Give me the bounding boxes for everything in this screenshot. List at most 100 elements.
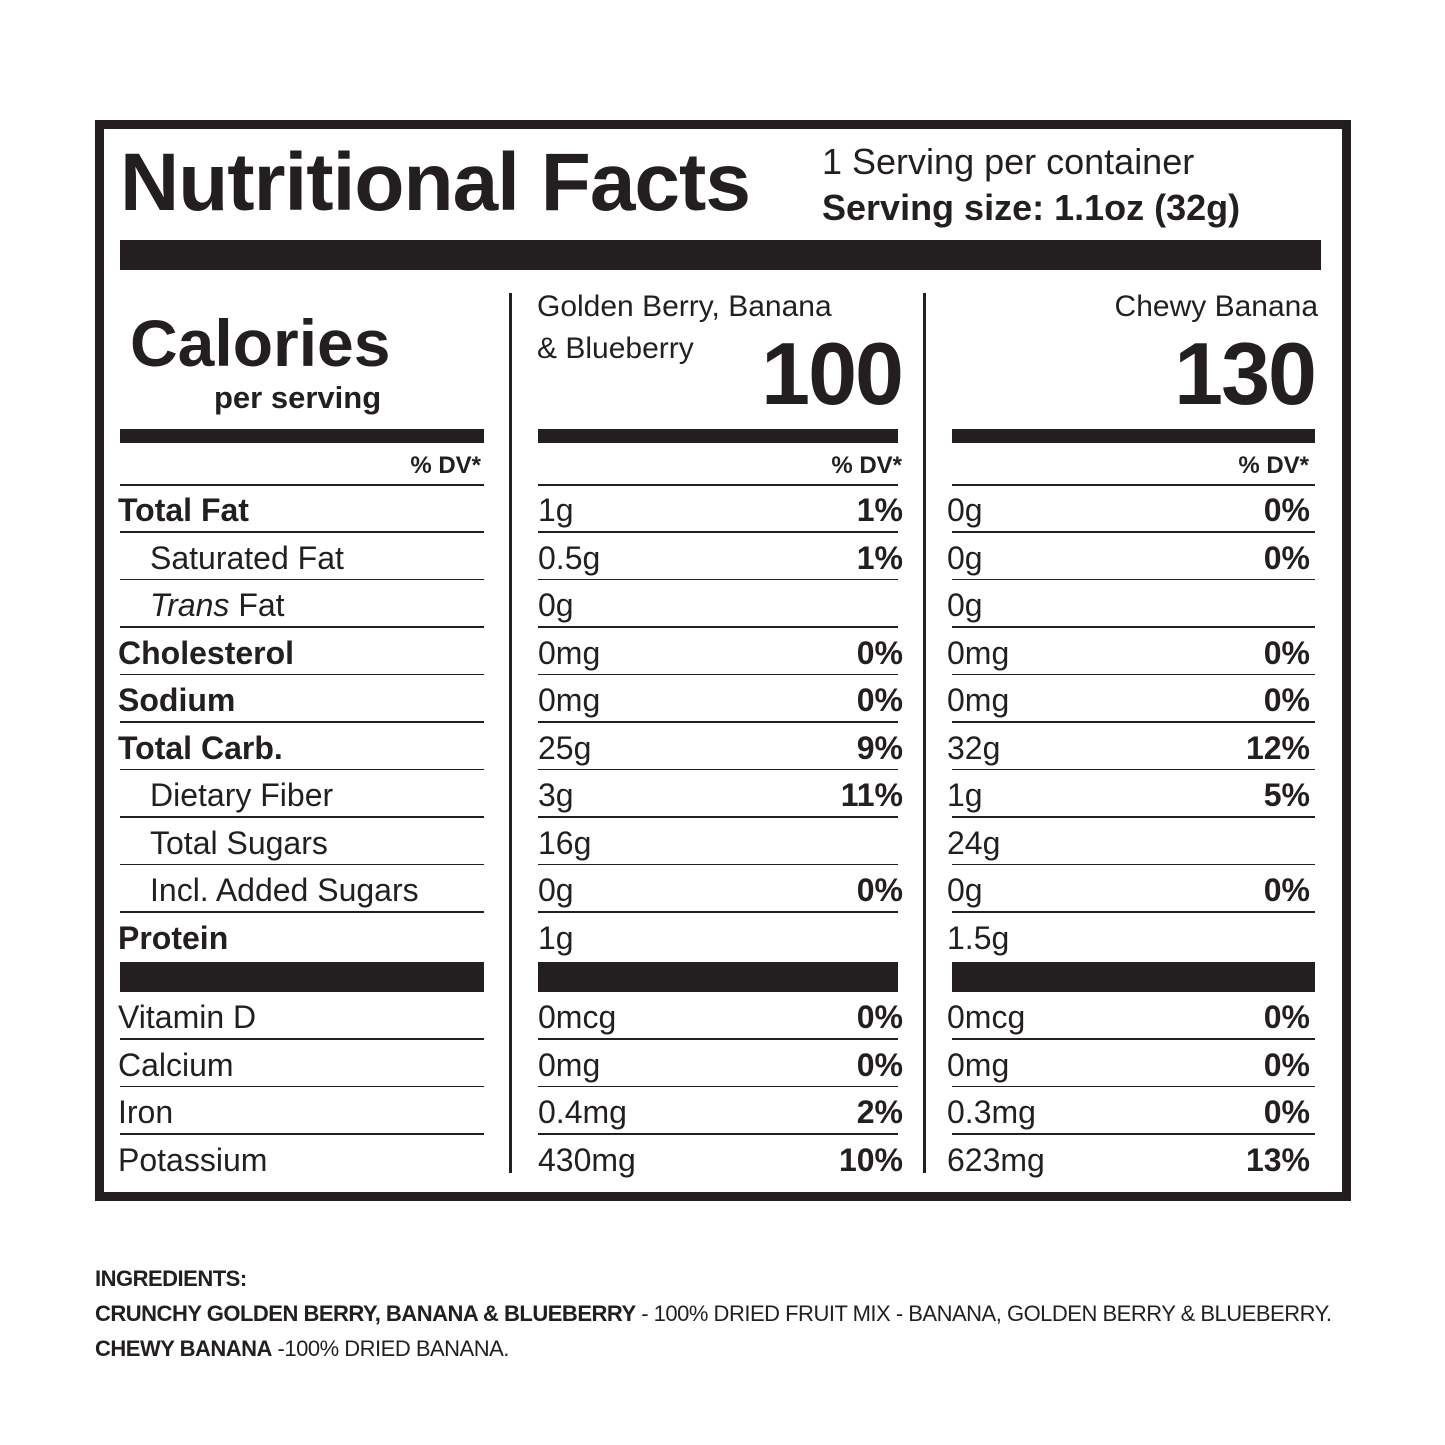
product-2-amount: 1.5g — [947, 919, 1010, 956]
nutrient-label: Iron — [118, 1094, 174, 1130]
row-divider — [120, 911, 484, 913]
row-divider — [120, 673, 484, 675]
product-2-amount: 0g — [947, 872, 983, 908]
row-divider — [538, 626, 898, 628]
row-divider — [538, 1085, 898, 1087]
row-divider — [952, 626, 1315, 628]
ingredients-line-1-product: CRUNCHY GOLDEN BERRY, BANANA & BLUEBERRY — [95, 1301, 636, 1326]
row-divider — [538, 1038, 898, 1040]
column-divider-2 — [923, 293, 926, 1173]
protein-rule-col0 — [120, 962, 484, 992]
product-2-name: Chewy Banana — [1114, 290, 1318, 323]
row-divider — [952, 1038, 1315, 1040]
product-1-dv: 0% — [856, 634, 903, 671]
row-divider — [120, 1085, 484, 1087]
row-divider — [538, 911, 898, 913]
row-divider — [952, 721, 1315, 723]
product-2-amount: 0mg — [947, 634, 1010, 671]
row-divider — [120, 816, 484, 818]
product-1-amount: 0.4mg — [538, 1094, 627, 1130]
product-1-amount: 3g — [538, 777, 574, 813]
product-2-amount: 24g — [947, 824, 1001, 861]
row-divider — [538, 673, 898, 675]
nutrient-label: Sodium — [118, 682, 236, 718]
dv-header-col0: % DV* — [410, 452, 481, 479]
product-2-amount: 0mg — [947, 682, 1010, 718]
ingredients-line-2-product: CHEWY BANANA — [95, 1336, 272, 1361]
product-2-amount: 0g — [947, 587, 983, 623]
calories-rule-col0 — [120, 429, 484, 443]
product-1-amount: 25g — [538, 729, 592, 766]
product-1-amount: 0mcg — [538, 999, 617, 1035]
ingredients-line-1-text: - 100% DRIED FRUIT MIX - BANANA, GOLDEN … — [635, 1301, 1332, 1326]
product-1-amount: 0mg — [538, 1046, 601, 1083]
product-2-dv: 5% — [1263, 777, 1310, 813]
product-1-amount: 0.5g — [538, 539, 601, 576]
dv-header-col1: % DV* — [831, 452, 902, 479]
product-1-amount: 0mg — [538, 682, 601, 718]
product-2-amount: 0g — [947, 539, 983, 576]
row-divider — [538, 531, 898, 533]
ingredients-line-2-text: -100% DRIED BANANA. — [271, 1336, 510, 1361]
row-divider — [120, 863, 484, 865]
row-divider — [952, 816, 1315, 818]
row-divider — [952, 768, 1315, 770]
nutrient-label: Incl. Added Sugars — [150, 872, 419, 908]
row-divider — [538, 816, 898, 818]
nutrient-label: Calcium — [118, 1046, 234, 1083]
product-2-dv: 0% — [1263, 634, 1310, 671]
nutrition-panel — [95, 120, 1351, 1201]
product-1-dv: 1% — [856, 492, 903, 528]
row-divider — [120, 721, 484, 723]
row-divider — [120, 1038, 484, 1040]
product-1-dv: 11% — [840, 777, 903, 813]
row-divider — [120, 578, 484, 580]
product-1-calories: 100 — [761, 324, 904, 423]
row-divider — [538, 578, 898, 580]
nutrient-label: Total Fat — [118, 492, 249, 528]
product-2-dv: 0% — [1263, 1046, 1310, 1083]
product-2-amount: 623mg — [947, 1141, 1045, 1178]
row-divider — [538, 721, 898, 723]
nutrient-label: Trans Fat — [118, 589, 285, 621]
product-2-amount: 0.3mg — [947, 1094, 1036, 1130]
product-2-amount: 0mcg — [947, 999, 1026, 1035]
product-2-dv: 0% — [1263, 682, 1310, 718]
product-1-amount: 0mg — [538, 634, 601, 671]
product-1-dv: 0% — [856, 999, 903, 1035]
product-2-dv: 0% — [1263, 872, 1310, 908]
calories-rule-col2 — [952, 429, 1315, 443]
product-1-dv: 10% — [838, 1141, 903, 1178]
product-1-amount: 430mg — [538, 1141, 636, 1178]
ingredients-heading: INGREDIENTS: — [95, 1266, 247, 1291]
product-2-dv: 0% — [1263, 1094, 1310, 1130]
row-divider — [120, 626, 484, 628]
nutrient-label: Total Carb. — [118, 729, 283, 766]
row-divider — [952, 911, 1315, 913]
nutrient-label-italic: Trans — [150, 587, 230, 623]
product-1-dv: 0% — [856, 1046, 903, 1083]
product-1-dv: 9% — [856, 729, 903, 766]
row-divider — [538, 484, 898, 486]
nutrient-label: Vitamin D — [118, 999, 257, 1035]
row-divider — [120, 531, 484, 533]
nutrient-label: Dietary Fiber — [150, 777, 334, 813]
product-1-amount: 1g — [538, 919, 574, 956]
row-divider — [538, 768, 898, 770]
product-1-name-line1: Golden Berry, Banana — [537, 290, 832, 323]
row-divider — [952, 531, 1315, 533]
nutrient-label: Potassium — [118, 1141, 268, 1178]
row-divider — [538, 863, 898, 865]
product-1-amount: 16g — [538, 824, 592, 861]
row-divider — [952, 673, 1315, 675]
row-divider — [952, 578, 1315, 580]
servings-per-container: 1 Serving per container — [822, 141, 1195, 182]
product-1-dv: 0% — [856, 872, 903, 908]
ingredients-line-1: CRUNCHY GOLDEN BERRY, BANANA & BLUEBERRY… — [95, 1303, 1332, 1325]
calories-rule-col1 — [538, 429, 898, 443]
nutrient-label: Total Sugars — [150, 824, 328, 861]
row-divider — [538, 1133, 898, 1135]
protein-rule-col2 — [952, 962, 1315, 992]
row-divider — [952, 1133, 1315, 1135]
product-1-dv: 0% — [856, 682, 903, 718]
